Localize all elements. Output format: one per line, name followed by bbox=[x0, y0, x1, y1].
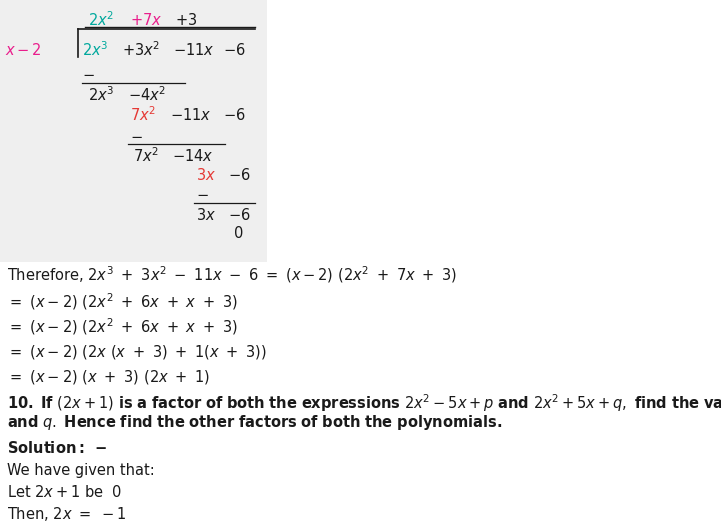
Text: $2x^3$: $2x^3$ bbox=[88, 86, 115, 104]
Text: $+3x^2$: $+3x^2$ bbox=[122, 41, 160, 59]
Text: $-$: $-$ bbox=[130, 128, 143, 143]
Text: We have given that:: We have given that: bbox=[7, 463, 155, 478]
Text: $0$: $0$ bbox=[233, 225, 244, 241]
Text: $7x^2$: $7x^2$ bbox=[130, 105, 156, 125]
Text: $-6$: $-6$ bbox=[228, 167, 251, 183]
Text: $-4x^2$: $-4x^2$ bbox=[128, 86, 167, 104]
Text: $\mathbf{Solution:\ -}$: $\mathbf{Solution:\ -}$ bbox=[7, 440, 107, 456]
Text: $=\ (x - 2)\ (2x^2\ +\ 6x\ +\ x\ +\ 3)$: $=\ (x - 2)\ (2x^2\ +\ 6x\ +\ x\ +\ 3)$ bbox=[7, 292, 238, 312]
Text: $-11x$: $-11x$ bbox=[170, 107, 212, 123]
Text: $=\ (x - 2)\ (2x^2\ +\ 6x\ +\ x\ +\ 3)$: $=\ (x - 2)\ (2x^2\ +\ 6x\ +\ x\ +\ 3)$ bbox=[7, 316, 238, 338]
Text: $-11x$: $-11x$ bbox=[173, 42, 215, 58]
Text: $-6$: $-6$ bbox=[223, 107, 246, 123]
Text: $2x^3$: $2x^3$ bbox=[82, 41, 108, 59]
Text: $2x^2$: $2x^2$ bbox=[88, 11, 114, 29]
Bar bbox=[0, 0, 267, 262]
Text: Then, $2x\ =\ -1$: Then, $2x\ =\ -1$ bbox=[7, 505, 126, 523]
Text: $x - 2$: $x - 2$ bbox=[5, 42, 42, 58]
Text: $+3$: $+3$ bbox=[175, 12, 198, 28]
Text: $=\ (x - 2)\ (x\ +\ 3)\ (2x\ +\ 1)$: $=\ (x - 2)\ (x\ +\ 3)\ (2x\ +\ 1)$ bbox=[7, 368, 210, 386]
Text: $-$: $-$ bbox=[196, 186, 209, 200]
Text: Therefore, $2x^3\ +\ 3x^2\ -\ 11x\ -\ 6\ =\ (x - 2)\ (2x^2\ +\ 7x\ +\ 3)$: Therefore, $2x^3\ +\ 3x^2\ -\ 11x\ -\ 6\… bbox=[7, 264, 457, 285]
Text: $-14x$: $-14x$ bbox=[172, 148, 213, 164]
Text: $=\ (x - 2)\ (2x\ (x\ +\ 3)\ +\ 1(x\ +\ 3))$: $=\ (x - 2)\ (2x\ (x\ +\ 3)\ +\ 1(x\ +\ … bbox=[7, 343, 267, 361]
Text: $-$: $-$ bbox=[82, 66, 94, 81]
Text: $7x^2$: $7x^2$ bbox=[133, 147, 159, 165]
Text: $-6$: $-6$ bbox=[228, 207, 251, 223]
Text: Let $2x + 1$ be  $0$: Let $2x + 1$ be $0$ bbox=[7, 484, 123, 500]
Text: $3x$: $3x$ bbox=[196, 207, 216, 223]
Text: $\mathbf{and}$ $q.$ $\mathbf{Hence\ find\ the\ other\ factors\ of\ both\ the\ po: $\mathbf{and}$ $q.$ $\mathbf{Hence\ find… bbox=[7, 412, 502, 431]
Text: $-6$: $-6$ bbox=[223, 42, 246, 58]
Text: $+7x$: $+7x$ bbox=[130, 12, 162, 28]
Text: $3x$: $3x$ bbox=[196, 167, 216, 183]
Text: $\mathbf{10.}$ $\mathbf{If}$ $(2x + 1)$ $\mathbf{is\ a\ factor\ of\ both\ the\ e: $\mathbf{10.}$ $\mathbf{If}$ $(2x + 1)$ … bbox=[7, 392, 721, 414]
